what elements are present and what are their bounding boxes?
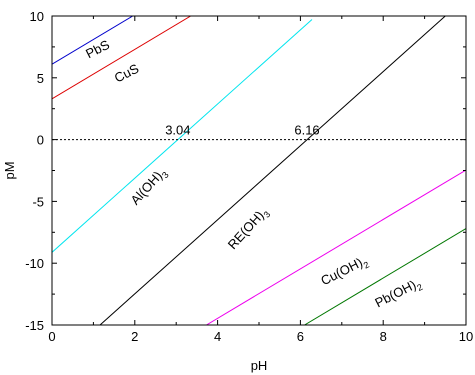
series-label-re-oh-3: RE(OH)3 bbox=[225, 204, 273, 254]
y-tick-label: -10 bbox=[25, 256, 44, 271]
x-tick-label: 8 bbox=[380, 329, 387, 344]
y-tick-label: 10 bbox=[30, 9, 44, 24]
y-tick-label: 0 bbox=[37, 133, 44, 148]
series-label-cus: CuS bbox=[112, 61, 142, 86]
series-group bbox=[52, 16, 466, 325]
ticks-group: 0 2 4 6 8 10 -15 -10 -5 0 5 10 bbox=[25, 9, 473, 344]
x-axis-title: pH bbox=[251, 358, 268, 373]
series-line-cu-oh-2 bbox=[206, 169, 466, 325]
y-axis-title: pM bbox=[2, 161, 17, 179]
x-tick-label: 4 bbox=[214, 329, 221, 344]
y-tick-label: -15 bbox=[25, 318, 44, 333]
y-tick-label: 5 bbox=[37, 71, 44, 86]
y-tick-label: -5 bbox=[32, 194, 44, 209]
series-label-al-oh-3: Al(OH)3 bbox=[127, 164, 170, 209]
series-line-pb-oh-2 bbox=[304, 228, 466, 325]
series-label-pbs: PbS bbox=[83, 37, 112, 62]
series-line-cus bbox=[52, 16, 191, 100]
x-tick-label: 0 bbox=[48, 329, 55, 344]
series-line-al-oh-3 bbox=[52, 19, 313, 253]
plot-frame bbox=[51, 15, 467, 326]
x-tick-label: 2 bbox=[131, 329, 138, 344]
x-tick-label: 6 bbox=[297, 329, 304, 344]
series-line-re-oh-3 bbox=[99, 16, 446, 325]
annotation-6-16: 6.16 bbox=[294, 123, 319, 138]
series-label-cu-oh-2: Cu(OH)2 bbox=[318, 252, 371, 291]
x-tick-label: 10 bbox=[459, 329, 473, 344]
series-line-pbs bbox=[52, 16, 133, 65]
annotation-3-04: 3.04 bbox=[165, 123, 190, 138]
series-label-pb-oh-2: Pb(OH)2 bbox=[372, 275, 424, 313]
